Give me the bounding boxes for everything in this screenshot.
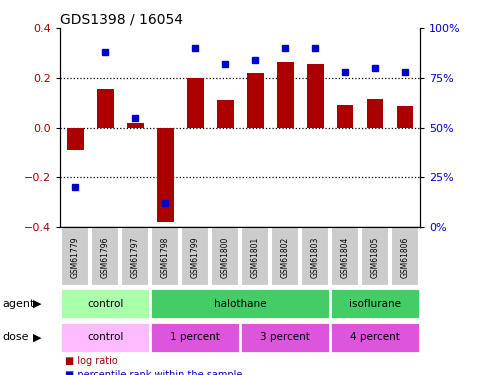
Text: ■ log ratio: ■ log ratio xyxy=(65,356,118,366)
FancyBboxPatch shape xyxy=(330,322,420,353)
Text: GSM61804: GSM61804 xyxy=(341,236,350,278)
Text: GSM61796: GSM61796 xyxy=(101,236,110,278)
Text: ■ percentile rank within the sample: ■ percentile rank within the sample xyxy=(65,370,242,375)
Text: GSM61798: GSM61798 xyxy=(161,236,170,278)
Bar xyxy=(67,128,84,150)
Text: isoflurane: isoflurane xyxy=(349,299,401,309)
FancyBboxPatch shape xyxy=(150,288,330,319)
Text: GSM61797: GSM61797 xyxy=(131,236,140,278)
FancyBboxPatch shape xyxy=(241,228,270,286)
FancyBboxPatch shape xyxy=(300,228,329,286)
Text: GSM61779: GSM61779 xyxy=(71,236,80,278)
Bar xyxy=(187,78,203,128)
FancyBboxPatch shape xyxy=(150,322,241,353)
FancyBboxPatch shape xyxy=(270,228,299,286)
FancyBboxPatch shape xyxy=(60,322,150,353)
Text: GSM61799: GSM61799 xyxy=(191,236,200,278)
Bar xyxy=(127,123,143,128)
Bar xyxy=(397,106,413,128)
Text: 4 percent: 4 percent xyxy=(350,333,400,342)
Bar xyxy=(307,64,324,128)
Text: 3 percent: 3 percent xyxy=(260,333,310,342)
Bar xyxy=(337,105,354,128)
Bar xyxy=(217,100,234,128)
FancyBboxPatch shape xyxy=(330,228,359,286)
Text: agent: agent xyxy=(2,299,35,309)
FancyBboxPatch shape xyxy=(121,228,149,286)
Text: control: control xyxy=(87,299,124,309)
Bar xyxy=(277,62,294,128)
Text: GDS1398 / 16054: GDS1398 / 16054 xyxy=(60,13,184,27)
FancyBboxPatch shape xyxy=(181,228,210,286)
FancyBboxPatch shape xyxy=(211,228,240,286)
FancyBboxPatch shape xyxy=(60,288,150,319)
Text: GSM61806: GSM61806 xyxy=(401,236,410,278)
Text: GSM61803: GSM61803 xyxy=(311,236,320,278)
Text: 1 percent: 1 percent xyxy=(170,333,220,342)
FancyBboxPatch shape xyxy=(61,228,89,286)
Bar xyxy=(97,89,114,128)
Text: ▶: ▶ xyxy=(33,299,42,309)
Bar xyxy=(247,73,264,128)
FancyBboxPatch shape xyxy=(330,288,420,319)
Text: control: control xyxy=(87,333,124,342)
Bar xyxy=(367,99,384,128)
Text: GSM61800: GSM61800 xyxy=(221,236,230,278)
Text: GSM61802: GSM61802 xyxy=(281,236,290,278)
Text: GSM61801: GSM61801 xyxy=(251,236,260,278)
FancyBboxPatch shape xyxy=(241,322,330,353)
FancyBboxPatch shape xyxy=(91,228,119,286)
FancyBboxPatch shape xyxy=(391,228,419,286)
FancyBboxPatch shape xyxy=(360,228,389,286)
Text: ▶: ▶ xyxy=(33,333,42,342)
Text: halothane: halothane xyxy=(214,299,267,309)
Text: dose: dose xyxy=(2,333,29,342)
Text: GSM61805: GSM61805 xyxy=(371,236,380,278)
FancyBboxPatch shape xyxy=(151,228,179,286)
Bar xyxy=(157,128,173,222)
